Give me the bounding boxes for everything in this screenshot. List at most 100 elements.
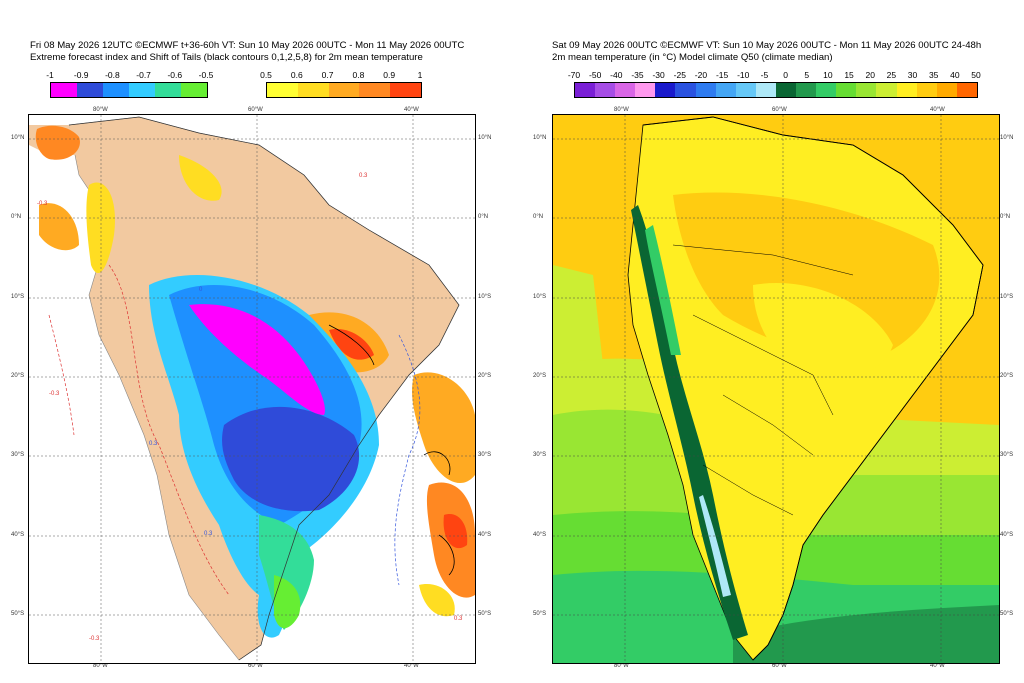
contour-label: -0.3 bbox=[49, 391, 60, 397]
r-lon-label-top-80w: 80°W bbox=[614, 107, 629, 113]
temp-bar-tick-label: -50 bbox=[589, 70, 602, 80]
lon-label-top-80w: 80°W bbox=[93, 107, 108, 113]
contour-label: -0.3 bbox=[89, 636, 100, 642]
r-lon-label-bottom-40w: 40°W bbox=[930, 663, 945, 669]
temp-bar-tick-label: 10 bbox=[823, 70, 833, 80]
warm-bar-swatch bbox=[359, 83, 391, 97]
r-lat-label-10s: 10°S bbox=[533, 294, 547, 300]
lat-label-0n: 0°N bbox=[11, 214, 22, 220]
andes-cold-strip bbox=[631, 205, 748, 640]
warm-bar-tick-label: 1 bbox=[417, 70, 423, 80]
temp-colorbar bbox=[574, 82, 978, 98]
temp-bar-swatch bbox=[896, 83, 917, 97]
r-lat-label-right-10n: 10°N bbox=[1000, 135, 1014, 141]
temp-bar-tick-label: -30 bbox=[652, 70, 665, 80]
temp-bar-tick-label: -5 bbox=[760, 70, 769, 80]
cold-bar-tick-label: -1 bbox=[46, 70, 54, 80]
temp-bar-swatch bbox=[655, 83, 676, 97]
lat-label-50s: 50°S bbox=[11, 611, 25, 617]
temp-bar-tick-label: -15 bbox=[715, 70, 729, 80]
lon-label-bottom-80w: 80°W bbox=[93, 663, 108, 669]
temp-bar-tick-label: 5 bbox=[804, 70, 810, 80]
left-title-line2: Extreme forecast index and Shift of Tail… bbox=[30, 52, 423, 63]
warm-bar-tick-label: 0.7 bbox=[321, 70, 334, 80]
contour-label: 0.3 bbox=[149, 441, 158, 447]
left-title-line1: Fri 08 May 2026 12UTC ©ECMWF t+36-60h VT… bbox=[30, 40, 465, 51]
temp-bar-ticks: -70 -50 -40 -35 -30 -25 -20 -15 -10 -5 0 5 10 15 20 25 3… bbox=[568, 70, 981, 81]
temp-bar-tick-label: 0 bbox=[783, 70, 788, 80]
cold-bar-swatch bbox=[51, 83, 77, 97]
contour-label: -0.3 bbox=[37, 201, 48, 207]
temp-bar-swatch bbox=[775, 83, 797, 97]
cold-bar-swatch bbox=[155, 83, 181, 97]
r-lat-label-right-0n: 0°N bbox=[1000, 214, 1011, 220]
warm-bar-tick-label: 0.8 bbox=[352, 70, 365, 80]
temp-bar-swatch bbox=[936, 83, 957, 97]
temperature-map[interactable] bbox=[552, 114, 1000, 664]
efi-map[interactable]: 0.3 -0.3 0 0.3 -0.3 0.3 -0.3 0.3 bbox=[28, 114, 476, 664]
temp-bar-tick-label: 35 bbox=[928, 70, 939, 80]
lat-label-right-0n: 0°N bbox=[478, 214, 489, 220]
temp-bar-swatch bbox=[595, 83, 616, 97]
temp-bar-tick-label: -25 bbox=[673, 70, 686, 80]
warm-bar-tick-label: 0.9 bbox=[383, 70, 396, 80]
lat-label-10s: 10°S bbox=[11, 294, 25, 300]
r-lat-label-right-30s: 30°S bbox=[1000, 452, 1014, 458]
temp-bar-tick-label: -70 bbox=[567, 70, 581, 80]
r-lon-label-top-60w: 60°W bbox=[772, 107, 787, 113]
temp-bar-swatch bbox=[635, 83, 656, 97]
temp-bar-tick-label: 40 bbox=[950, 70, 960, 80]
lon-label-top-60w: 60°W bbox=[248, 107, 263, 113]
lat-label-10n: 10°N bbox=[11, 135, 25, 141]
warm-bar-swatch bbox=[297, 83, 329, 97]
r-lon-label-bottom-80w: 80°W bbox=[614, 663, 629, 669]
r-lon-label-top-40w: 40°W bbox=[930, 107, 945, 113]
warm-bar-swatch bbox=[328, 83, 360, 97]
right-title-line1: Sat 09 May 2026 00UTC ©ECMWF VT: Sun 10 … bbox=[552, 40, 982, 51]
temp-bar-tick-label: -40 bbox=[610, 70, 623, 80]
temp-bar-swatch bbox=[695, 83, 716, 97]
lat-label-right-40s: 40°S bbox=[478, 532, 492, 538]
lon-label-top-40w: 40°W bbox=[404, 107, 419, 113]
contour-label: 0.3 bbox=[204, 531, 213, 537]
cold-bar-tick-label: -0.9 bbox=[73, 70, 89, 80]
lat-label-right-50s: 50°S bbox=[478, 611, 492, 617]
temp-bar-tick-label: 30 bbox=[907, 70, 918, 80]
contour-label: 0.3 bbox=[454, 616, 463, 622]
cold-bar-swatch bbox=[181, 83, 207, 97]
r-lat-label-right-10s: 10°S bbox=[1000, 294, 1014, 300]
temp-bar-swatch bbox=[796, 83, 817, 97]
lat-label-right-20s: 20°S bbox=[478, 373, 492, 379]
temp-bar-swatch bbox=[615, 83, 636, 97]
temp-bar-swatch bbox=[675, 83, 696, 97]
r-lat-label-20s: 20°S bbox=[533, 373, 547, 379]
temp-bar-swatch bbox=[916, 83, 937, 97]
lat-label-40s: 40°S bbox=[11, 532, 25, 538]
temp-bar-swatch bbox=[575, 83, 596, 97]
r-lat-label-right-20s: 20°S bbox=[1000, 373, 1014, 379]
temp-bar-swatch bbox=[715, 83, 736, 97]
warm-bar-tick-label: 0.6 bbox=[290, 70, 303, 80]
cold-bar-tick-label: -0.7 bbox=[136, 70, 151, 80]
r-lat-label-30s: 30°S bbox=[533, 452, 547, 458]
cold-bar-ticks: -1 -0.9 -0.8 -0.7 -0.6 -0.5 bbox=[46, 70, 213, 81]
temp-bar-swatch bbox=[816, 83, 837, 97]
lat-label-30s: 30°S bbox=[11, 452, 25, 458]
lon-label-bottom-40w: 40°W bbox=[404, 663, 419, 669]
temp-bar-tick-label: -20 bbox=[694, 70, 708, 80]
contour-label: 0 bbox=[199, 287, 203, 293]
r-lat-label-0n: 0°N bbox=[533, 214, 544, 220]
warm-bar-swatch bbox=[390, 83, 421, 97]
temp-bar-swatch bbox=[956, 83, 977, 97]
lat-label-right-30s: 30°S bbox=[478, 452, 492, 458]
temp-bar-swatch bbox=[755, 83, 776, 97]
lon-label-bottom-60w: 60°W bbox=[248, 663, 263, 669]
r-lat-label-10n: 10°N bbox=[533, 135, 547, 141]
cold-colorbar bbox=[50, 82, 208, 98]
cold-bar-swatch bbox=[103, 83, 129, 97]
temp-bar-swatch bbox=[735, 83, 756, 97]
temp-bar-swatch bbox=[856, 83, 877, 97]
cold-bar-swatch bbox=[129, 83, 155, 97]
temp-bar-tick-label: 20 bbox=[865, 70, 875, 80]
temp-bar-swatch bbox=[876, 83, 897, 97]
